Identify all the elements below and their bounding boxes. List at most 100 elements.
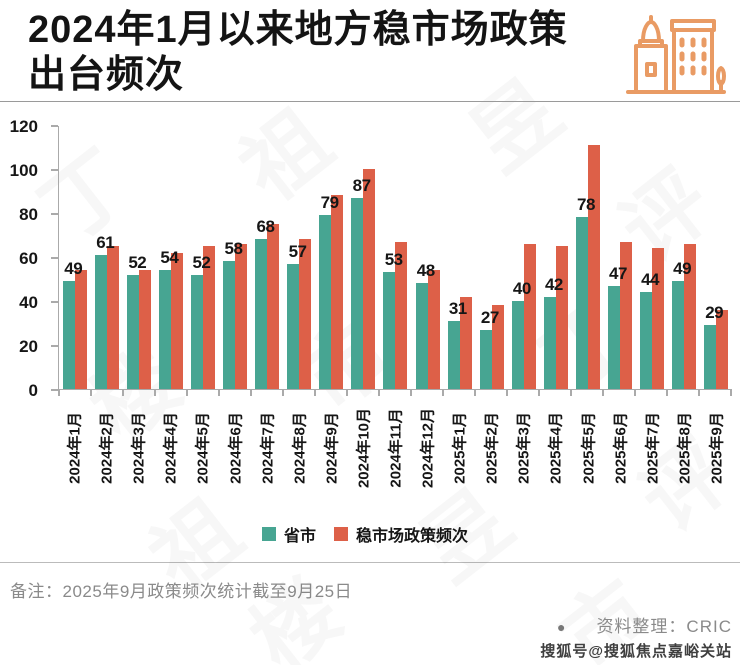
x-axis-label: 2024年8月 — [291, 412, 309, 484]
y-axis-tick — [51, 301, 58, 303]
bar-series1 — [319, 215, 332, 389]
x-axis-label-slot: 2024年1月 — [58, 396, 90, 510]
x-axis-tick — [730, 390, 732, 396]
bar-group: 54 — [155, 126, 187, 389]
bar-series1 — [671, 281, 684, 389]
x-axis-tick — [474, 390, 476, 396]
legend-label-policy-frequency: 稳市场政策频次 — [356, 528, 469, 545]
x-axis-tick — [634, 390, 636, 396]
data-source: ● 资料整理：CRIC — [540, 612, 732, 637]
x-axis-label: 2025年7月 — [644, 412, 662, 484]
x-axis-tick — [314, 390, 316, 396]
x-axis-tick — [666, 390, 668, 396]
bar-value-label: 52 — [192, 252, 211, 272]
x-axis-label: 2024年7月 — [259, 412, 277, 484]
bar-series2 — [651, 248, 664, 389]
bar-series1 — [95, 254, 108, 389]
bar-series1 — [511, 301, 524, 389]
x-axis-tick — [378, 390, 380, 396]
x-axis-tick — [602, 390, 604, 396]
footnote: 备注：2025年9月政策频次统计截至9月25日 — [10, 582, 353, 601]
credit-block: ● 资料整理：CRIC 搜狐号@搜狐焦点嘉峪关站 — [540, 612, 732, 661]
legend-label-provinces: 省市 — [283, 528, 316, 545]
bar-value-label: 54 — [160, 248, 179, 268]
bar-series2 — [299, 239, 312, 389]
x-axis-tick — [186, 390, 188, 396]
x-axis-label-slot: 2025年7月 — [636, 396, 668, 510]
x-axis-label-slot: 2024年4月 — [154, 396, 186, 510]
bar-value-label: 40 — [512, 279, 531, 298]
page-title: 2024年1月以来地方稳市场政策 出台频次 — [28, 8, 726, 98]
x-axis-label-slot: 2024年9月 — [315, 396, 347, 510]
bar-group: 40 — [508, 126, 540, 389]
x-axis-label: 2025年8月 — [676, 412, 694, 484]
x-axis-labels: 2024年1月 2024年2月 2024年3月 2024年4月 2024年5月 2024年… — [58, 396, 732, 510]
x-axis-tick — [346, 390, 348, 396]
x-axis-label-slot: 2025年3月 — [507, 396, 539, 510]
bar-series1 — [479, 329, 492, 389]
bar-group: 31 — [444, 126, 476, 389]
x-axis-label: 2025年5月 — [580, 412, 598, 484]
bar-series1 — [543, 296, 556, 389]
bar-series2 — [235, 243, 248, 389]
bar-series1 — [575, 217, 588, 389]
x-axis-tick — [58, 390, 60, 396]
bar-series2 — [523, 243, 536, 389]
plot-area: 49 61 52 54 52 58 68 57 79 87 53 48 31 27 40 42 78 47 44 49… — [58, 126, 732, 390]
x-axis-label: 2024年1月 — [66, 412, 84, 484]
bar-value-label: 52 — [128, 252, 147, 272]
y-axis-tick — [51, 257, 58, 259]
header: 2024年1月以来地方稳市场政策 出台频次 — [0, 0, 740, 102]
bar-series1 — [351, 197, 364, 389]
x-axis-tick — [282, 390, 284, 396]
legend-swatch-policy-frequency — [334, 527, 348, 541]
x-axis-tick — [442, 390, 444, 396]
bar-value-label: 44 — [641, 270, 660, 290]
bar-value-label: 27 — [480, 307, 499, 327]
x-axis-label-slot: 2024年11月 — [379, 396, 411, 510]
bar-value-label: 47 — [609, 263, 627, 283]
x-axis-label-slot: 2024年7月 — [251, 396, 283, 510]
bar-series2 — [331, 195, 344, 389]
x-axis-tick — [506, 390, 508, 396]
x-axis-label: 2024年12月 — [419, 407, 437, 489]
data-source-text: 资料整理：CRIC — [596, 617, 732, 636]
y-axis-tick — [51, 389, 58, 391]
bar-group: 61 — [91, 126, 123, 389]
bar-value-label: 61 — [96, 232, 115, 252]
bar-group: 53 — [379, 126, 411, 389]
bar-series1 — [447, 320, 460, 389]
bar-series1 — [255, 239, 268, 389]
bar-group: 58 — [219, 126, 251, 389]
bar-group: 49 — [59, 126, 91, 389]
x-axis-label-slot: 2025年5月 — [572, 396, 604, 510]
bar-series2 — [267, 224, 280, 389]
x-axis-label-slot: 2024年6月 — [218, 396, 250, 510]
x-axis-label-slot: 2024年5月 — [186, 396, 218, 510]
bar-series1 — [159, 270, 172, 389]
bar-value-label: 68 — [256, 217, 275, 237]
bar-series1 — [223, 261, 236, 389]
bar-series2 — [683, 243, 696, 389]
bar-group: 79 — [315, 126, 347, 389]
watermark-glyph: 楼 — [222, 547, 363, 665]
bar-series2 — [491, 305, 504, 389]
bar-series1 — [191, 274, 204, 389]
x-axis-tick — [698, 390, 700, 396]
x-axis-label-slot: 2024年3月 — [122, 396, 154, 510]
legend-swatch-provinces — [261, 527, 276, 541]
bar-series2 — [459, 296, 472, 389]
x-axis-label-slot: 2024年8月 — [283, 396, 315, 510]
y-axis-tick — [51, 213, 58, 215]
bar-value-label: 49 — [673, 259, 692, 279]
bar-group: 78 — [572, 126, 604, 389]
x-axis-label: 2024年3月 — [130, 412, 148, 484]
bar-series1 — [63, 281, 76, 389]
x-axis-tick — [250, 390, 252, 396]
bar-series2 — [363, 169, 376, 389]
x-axis-label: 2025年3月 — [515, 412, 533, 484]
bar-group: 52 — [187, 126, 219, 389]
y-axis-tick — [51, 169, 58, 171]
x-axis-label: 2024年4月 — [162, 412, 180, 484]
